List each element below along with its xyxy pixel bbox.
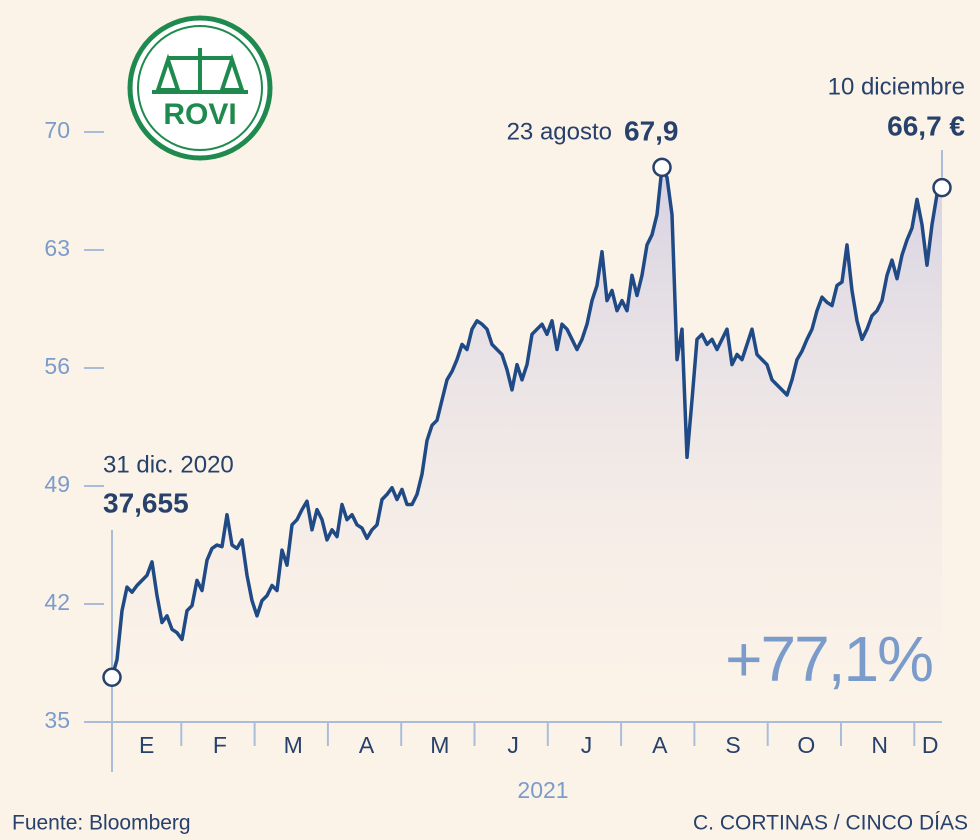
annotation-label: 10 diciembre xyxy=(828,73,965,100)
x-tick-label: D xyxy=(922,732,939,758)
annotation-value: 37,655 xyxy=(103,487,189,518)
x-tick-label: J xyxy=(581,732,593,758)
annotated-point xyxy=(102,667,122,687)
x-axis-label: 2021 xyxy=(517,777,568,803)
y-tick-label: 42 xyxy=(44,589,70,615)
annotation-label: 31 dic. 2020 xyxy=(103,451,234,478)
y-tick-label: 70 xyxy=(44,117,70,143)
annotated-point xyxy=(932,177,952,198)
area xyxy=(112,167,942,722)
annotation-value: 66,7 € xyxy=(887,110,965,141)
x-tick-label: E xyxy=(139,732,154,758)
y-tick-label: 56 xyxy=(44,353,70,379)
x-tick-label: J xyxy=(507,732,519,758)
y-tick-label: 63 xyxy=(44,235,70,261)
x-tick-label: F xyxy=(213,732,227,758)
x-tick-label: M xyxy=(430,732,449,758)
price-line xyxy=(110,165,944,678)
x-tick-label: O xyxy=(797,732,815,758)
logo-text: ROVI xyxy=(163,98,236,131)
change-label: +77,1% xyxy=(725,623,932,695)
annotation-value: 67,9 xyxy=(624,115,679,146)
source: Fuente: Bloomberg xyxy=(12,812,191,835)
annotated-point xyxy=(652,157,672,178)
x-tick-label: N xyxy=(871,732,888,758)
credit: C. CORTINAS / CINCO DÍAS xyxy=(693,812,968,835)
x-tick-label: A xyxy=(359,732,375,758)
logo: ROVI xyxy=(127,15,273,161)
x-tick-label: S xyxy=(725,732,740,758)
x-tick-label: M xyxy=(284,732,303,758)
y-tick-label: 49 xyxy=(44,471,70,497)
x-tick-label: A xyxy=(652,732,668,758)
annotation-label: 23 agosto xyxy=(507,118,612,145)
y-tick-label: 35 xyxy=(44,707,70,733)
